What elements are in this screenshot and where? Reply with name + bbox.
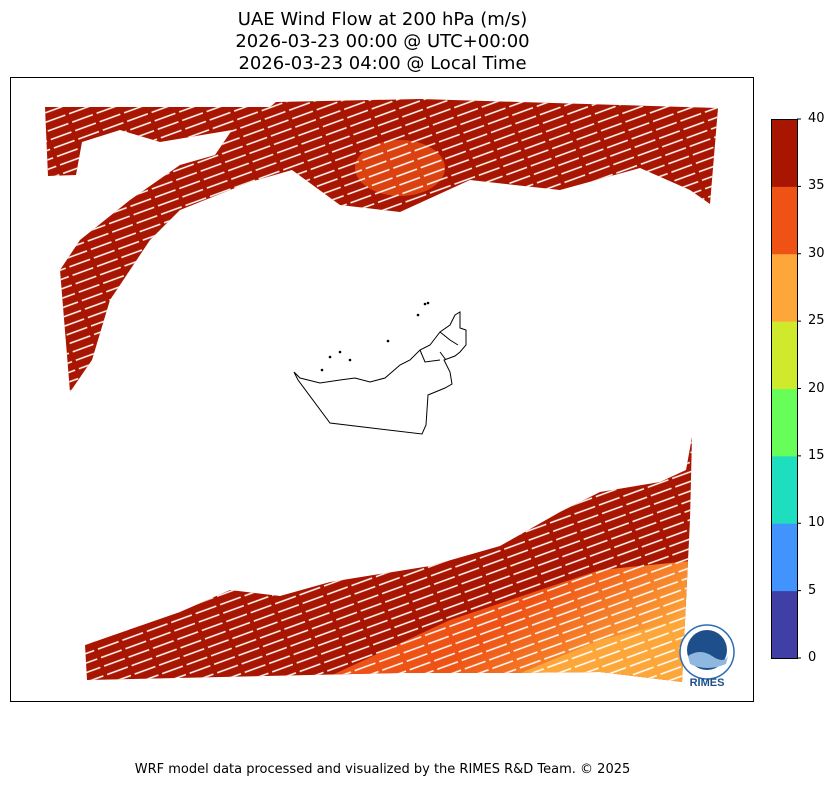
colorbar-tick-label: 15 [808, 447, 825, 463]
uae-coastline [293, 301, 467, 435]
colorbar-tick-label: 5 [808, 582, 817, 598]
colorbar-tick-label: 10 [808, 515, 825, 531]
rimes-logo: RIMES [679, 624, 735, 689]
colorbar-segment [771, 321, 797, 389]
title-line-3: 2026-03-23 04:00 @ Local Time [238, 53, 527, 74]
colorbar-tick-label: 30 [808, 245, 825, 261]
title-line-2: 2026-03-23 00:00 @ UTC+00:00 [235, 31, 530, 52]
colorbar [771, 118, 801, 659]
colorbar-tick-label: 40 [808, 111, 825, 126]
footer-credit: WRF model data processed and visualized … [134, 762, 631, 777]
colorbar-segment [771, 388, 797, 457]
colorbar-segment [771, 119, 797, 187]
colorbar-segment [771, 523, 797, 592]
colorbar-tick-label: 20 [808, 380, 825, 396]
colorbar-segment [771, 253, 797, 322]
colorbar-segment [771, 186, 797, 255]
colorbar-tick-label: 35 [808, 178, 825, 194]
title-line-1: UAE Wind Flow at 200 hPa (m/s) [237, 9, 528, 30]
colorbar-segment [771, 590, 797, 659]
colorbar-tick-label: 0 [808, 650, 817, 665]
colorbar-tick-label: 25 [808, 313, 825, 329]
logo-name: RIMES [690, 677, 725, 689]
colorbar-segment [771, 455, 797, 524]
